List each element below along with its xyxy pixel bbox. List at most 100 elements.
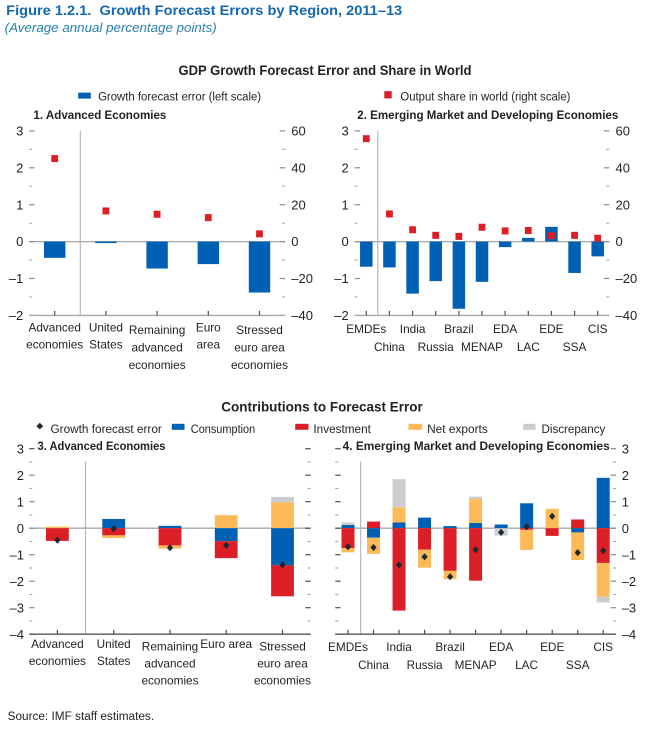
svg-text:economies: economies xyxy=(254,673,311,687)
svg-text:1: 1 xyxy=(622,494,629,509)
svg-text:0: 0 xyxy=(291,234,298,249)
svg-text:Investment: Investment xyxy=(313,424,371,436)
svg-text:3: 3 xyxy=(16,124,23,139)
svg-text:Russia: Russia xyxy=(407,658,443,672)
svg-text:area: area xyxy=(196,338,220,352)
svg-text:–3: –3 xyxy=(622,600,636,615)
svg-text:Brazil: Brazil xyxy=(435,640,465,654)
svg-text:0: 0 xyxy=(16,234,23,249)
svg-text:–2: –2 xyxy=(10,574,24,589)
svg-text:–20: –20 xyxy=(291,271,313,286)
svg-text:Russia: Russia xyxy=(418,340,454,354)
svg-text:United: United xyxy=(89,320,123,334)
svg-text:economies: economies xyxy=(29,654,86,668)
svg-text:China: China xyxy=(358,658,389,672)
svg-text:Stressed: Stressed xyxy=(259,639,306,653)
svg-text:CIS: CIS xyxy=(588,322,608,336)
svg-text:60: 60 xyxy=(616,124,630,139)
svg-text:Growth forecast error: Growth forecast error xyxy=(51,424,162,436)
svg-text:Advanced: Advanced xyxy=(28,320,80,334)
svg-text:economies: economies xyxy=(129,358,186,372)
svg-text:–2: –2 xyxy=(334,308,348,323)
svg-text:MENAP: MENAP xyxy=(455,658,497,672)
svg-text:0: 0 xyxy=(622,521,629,536)
svg-text:GDP Growth Forecast Error and: GDP Growth Forecast Error and Share in W… xyxy=(179,62,472,78)
svg-text:–2: –2 xyxy=(9,308,23,323)
svg-text:0: 0 xyxy=(17,521,24,536)
svg-text:EMDEs: EMDEs xyxy=(346,322,386,336)
svg-text:40: 40 xyxy=(616,160,630,175)
svg-text:advanced: advanced xyxy=(132,341,183,355)
svg-text:–2: –2 xyxy=(622,574,636,589)
svg-text:Source: IMF staff estimates.: Source: IMF staff estimates. xyxy=(8,711,155,723)
svg-text:–1: –1 xyxy=(334,271,348,286)
svg-text:2: 2 xyxy=(622,468,629,483)
svg-text:20: 20 xyxy=(616,197,630,212)
svg-text:SSA: SSA xyxy=(566,658,590,672)
svg-text:40: 40 xyxy=(291,160,305,175)
svg-text:advanced: advanced xyxy=(144,656,195,670)
svg-text:Advanced: Advanced xyxy=(31,637,83,651)
svg-text:0: 0 xyxy=(341,234,348,249)
svg-text:economies: economies xyxy=(26,338,83,352)
svg-text:20: 20 xyxy=(291,197,305,212)
svg-text:Stressed: Stressed xyxy=(236,323,283,337)
svg-text:euro area: euro area xyxy=(257,656,308,670)
svg-text:Brazil: Brazil xyxy=(444,322,474,336)
svg-text:–1: –1 xyxy=(9,271,23,286)
svg-text:MENAP: MENAP xyxy=(461,340,503,354)
svg-text:Euro: Euro xyxy=(196,320,221,334)
svg-text:EDE: EDE xyxy=(539,322,563,336)
svg-text:–1: –1 xyxy=(10,547,24,562)
svg-text:1: 1 xyxy=(341,197,348,212)
svg-text:–20: –20 xyxy=(616,271,638,286)
svg-text:1: 1 xyxy=(16,197,23,212)
svg-text:2: 2 xyxy=(16,160,23,175)
svg-text:euro area: euro area xyxy=(234,341,285,355)
svg-text:–40: –40 xyxy=(291,308,313,323)
svg-text:1: 1 xyxy=(17,494,24,509)
svg-text:CIS: CIS xyxy=(593,640,613,654)
svg-text:2: 2 xyxy=(341,160,348,175)
svg-text:States: States xyxy=(89,338,123,352)
svg-text:United: United xyxy=(97,637,131,651)
svg-text:–40: –40 xyxy=(616,308,638,323)
svg-text:EDA: EDA xyxy=(493,322,517,336)
svg-text:60: 60 xyxy=(291,124,305,139)
svg-text:economies: economies xyxy=(231,358,288,372)
svg-text:–4: –4 xyxy=(622,627,636,642)
svg-text:(Average annual percentage poi: (Average annual percentage points) xyxy=(5,21,217,35)
svg-text:States: States xyxy=(97,654,131,668)
svg-text:Net exports: Net exports xyxy=(427,424,488,436)
svg-text:Consumption: Consumption xyxy=(191,424,255,436)
svg-text:LAC: LAC xyxy=(515,658,538,672)
svg-text:EDA: EDA xyxy=(489,640,513,654)
svg-text:economies: economies xyxy=(141,673,198,687)
svg-text:SSA: SSA xyxy=(563,340,587,354)
svg-text:India: India xyxy=(386,640,412,654)
svg-text:Figure 1.2.1. Growth Forecast: Figure 1.2.1. Growth Forecast Errors by … xyxy=(6,3,403,18)
svg-text:1. Advanced Economies: 1. Advanced Economies xyxy=(33,110,166,122)
svg-text:3: 3 xyxy=(17,441,24,456)
svg-text:Discrepancy: Discrepancy xyxy=(542,424,606,436)
svg-text:LAC: LAC xyxy=(517,340,540,354)
svg-text:Growth forecast error (left sc: Growth forecast error (left scale) xyxy=(98,92,261,104)
svg-text:–4: –4 xyxy=(10,627,24,642)
svg-text:3: 3 xyxy=(341,124,348,139)
svg-text:3: 3 xyxy=(622,441,629,456)
svg-text:Euro area: Euro area xyxy=(200,637,252,651)
svg-text:4. Emerging Market and Develop: 4. Emerging Market and Developing Econom… xyxy=(343,441,610,453)
svg-text:3. Advanced Economies: 3. Advanced Economies xyxy=(38,441,166,453)
svg-text:China: China xyxy=(374,340,405,354)
svg-text:–3: –3 xyxy=(10,600,24,615)
svg-text:India: India xyxy=(400,322,426,336)
svg-text:0: 0 xyxy=(616,234,623,249)
svg-text:Remaining: Remaining xyxy=(129,323,185,337)
svg-text:EMDEs: EMDEs xyxy=(328,640,368,654)
svg-text:EDE: EDE xyxy=(540,640,564,654)
svg-text:2. Emerging Market and Develop: 2. Emerging Market and Developing Econom… xyxy=(357,110,618,122)
svg-text:Remaining: Remaining xyxy=(142,639,198,653)
svg-text:–1: –1 xyxy=(622,547,636,562)
svg-text:Output share in world (right s: Output share in world (right scale) xyxy=(400,92,570,104)
svg-text:2: 2 xyxy=(17,468,24,483)
